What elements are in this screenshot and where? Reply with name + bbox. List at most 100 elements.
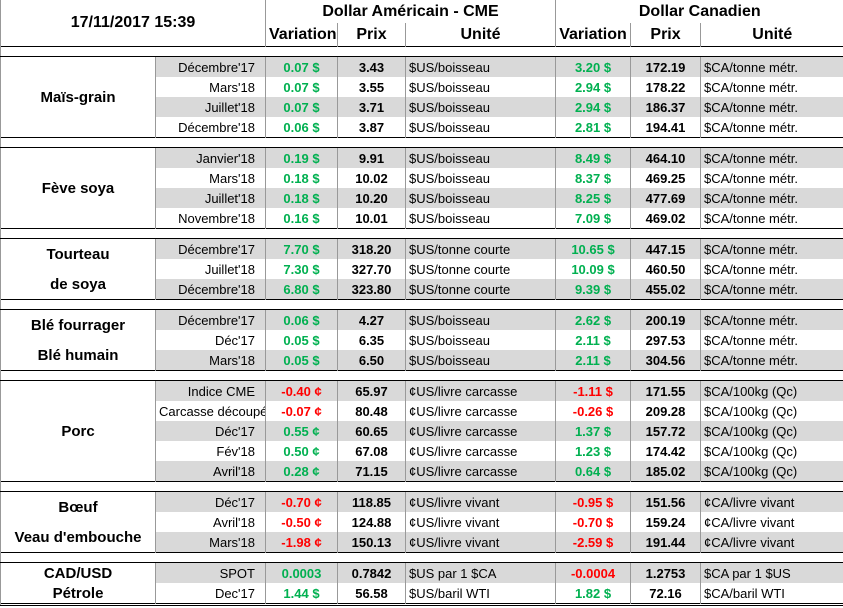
data-row: Décembre'18 0.06 $3.87 $US/boisseau 2.81 $1… (1, 117, 843, 138)
period: Janvier'18 (155, 147, 266, 168)
variation: 2.62 $ (555, 309, 631, 330)
unit: $CA/100kg (Qc) (700, 401, 843, 421)
variation: 1.23 $ (555, 441, 631, 461)
price: 171.55 (630, 380, 701, 401)
variation: 7.09 $ (555, 208, 631, 229)
label-text: Bœuf (58, 498, 98, 516)
period: Carcasse découpée (155, 401, 266, 421)
period: SPOT (155, 562, 266, 583)
label-text: Porc (61, 422, 95, 440)
unit: ¢CA/livre vivant (700, 491, 843, 512)
unit: $US par 1 $CA (404, 562, 556, 583)
period: Juillet'18 (155, 97, 266, 117)
unit: ¢US/livre carcasse (404, 461, 556, 482)
data-row: Maïs-grain Décembre'17 0.07 $3.43 $US/boiss… (0, 56, 843, 138)
variation: -0.26 $ (555, 401, 631, 421)
unit: ¢US/livre vivant (404, 532, 556, 553)
price: 172.19 (630, 56, 701, 77)
period: Mars'18 (155, 168, 266, 188)
unit: ¢US/livre carcasse (404, 441, 556, 461)
unit: ¢CA/livre vivant (700, 512, 843, 532)
unit: $CA/100kg (Qc) (700, 380, 843, 401)
row-label: Fève soya (0, 147, 156, 229)
variation: 0.07 $ (265, 56, 338, 77)
variation: 2.11 $ (555, 330, 631, 350)
period: Déc'17 (155, 421, 266, 441)
column-header: Variation (265, 23, 338, 47)
period: Avril'18 (155, 512, 266, 532)
data-row: Dec'17 1.44 $56.58 $US/baril WTI 1.82 $72.1… (1, 583, 843, 604)
price: 150.13 (337, 532, 406, 553)
variation: 0.28 ¢ (265, 461, 338, 482)
period: Décembre'17 (155, 238, 266, 259)
label-box: Porc (4, 381, 152, 481)
unit: $CA/tonne métr. (700, 238, 843, 259)
variation: 0.06 $ (265, 309, 338, 330)
label-text: de soya (50, 275, 106, 293)
price: 178.22 (630, 77, 701, 97)
price: 157.72 (630, 421, 701, 441)
price: 9.91 (337, 147, 406, 168)
period: Avril'18 (155, 461, 266, 482)
period: Juillet'18 (155, 259, 266, 279)
variation: 0.05 $ (265, 350, 338, 371)
variation: 9.39 $ (555, 279, 631, 300)
row-label: Tourteau de soya (0, 238, 156, 300)
label-text: Veau d'embouche (14, 528, 142, 546)
variation: 0.55 ¢ (265, 421, 338, 441)
variation: -1.98 ¢ (265, 532, 338, 553)
price: 323.80 (337, 279, 406, 300)
column-header: Variation (555, 23, 631, 47)
price: 10.01 (337, 208, 406, 229)
separator (0, 137, 843, 148)
unit: $CA/tonne métr. (700, 330, 843, 350)
separator (0, 46, 843, 57)
variation: 0.16 $ (265, 208, 338, 229)
price: 72.16 (630, 583, 701, 604)
variation: 0.64 $ (555, 461, 631, 482)
price: 60.65 (337, 421, 406, 441)
row-label: Blé fourrager Blé humain (0, 309, 156, 371)
unit: $CA/tonne métr. (700, 279, 843, 300)
variation: 8.37 $ (555, 168, 631, 188)
price: 191.44 (630, 532, 701, 553)
variation: 10.09 $ (555, 259, 631, 279)
price: 194.41 (630, 117, 701, 138)
variation: 1.82 $ (555, 583, 631, 604)
price: 159.24 (630, 512, 701, 532)
label-box: Tourteau de soya (4, 239, 152, 299)
column-header: Unité (404, 23, 556, 47)
separator (0, 552, 843, 563)
price: 124.88 (337, 512, 406, 532)
separator (0, 603, 843, 606)
separator (0, 228, 843, 239)
unit: $CA/tonne métr. (700, 188, 843, 208)
unit: ¢US/livre vivant (404, 512, 556, 532)
variation: -0.07 ¢ (265, 401, 338, 421)
unit: $US/tonne courte (404, 238, 556, 259)
price: 10.20 (337, 188, 406, 208)
price: 67.08 (337, 441, 406, 461)
price: 327.70 (337, 259, 406, 279)
data-row: Carcasse découpée -0.07 ¢ 80.48 ¢US/livre c… (1, 401, 843, 421)
unit: $CA/tonne métr. (700, 350, 843, 371)
row-label: Porc (0, 380, 156, 482)
period: Décembre'18 (155, 279, 266, 300)
label-text: Blé fourrager (30, 316, 126, 334)
period: Décembre'18 (155, 117, 266, 138)
price: 477.69 (630, 188, 701, 208)
price: 297.53 (630, 330, 701, 350)
unit: ¢US/livre carcasse (404, 380, 556, 401)
unit: $CA/tonne métr. (700, 97, 843, 117)
unit: $US/boisseau (404, 147, 556, 168)
variation: 0.05 $ (265, 330, 338, 350)
price: 151.56 (630, 491, 701, 512)
price: 56.58 (337, 583, 406, 604)
variation: 2.11 $ (555, 350, 631, 371)
variation: 2.94 $ (555, 97, 631, 117)
price: 174.42 (630, 441, 701, 461)
variation: 1.44 $ (265, 583, 338, 604)
period: Mars'18 (155, 77, 266, 97)
period: Juillet'18 (155, 188, 266, 208)
